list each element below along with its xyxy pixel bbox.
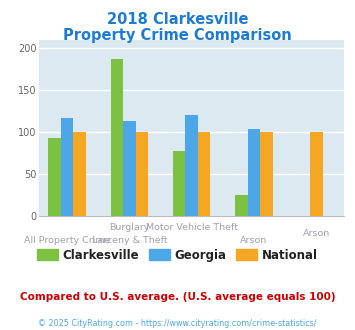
Bar bbox=[48, 138, 61, 216]
Bar bbox=[185, 115, 198, 216]
Bar bbox=[111, 59, 123, 216]
Text: Motor Vehicle Theft: Motor Vehicle Theft bbox=[146, 223, 238, 232]
Bar bbox=[248, 129, 260, 216]
Bar bbox=[136, 132, 148, 216]
Text: All Property Crime: All Property Crime bbox=[24, 236, 110, 245]
Text: Arson: Arson bbox=[303, 229, 330, 238]
Text: Arson: Arson bbox=[240, 236, 268, 245]
Bar bbox=[173, 150, 185, 216]
Text: 2018 Clarkesville: 2018 Clarkesville bbox=[107, 12, 248, 26]
Bar bbox=[198, 132, 211, 216]
Text: Property Crime Comparison: Property Crime Comparison bbox=[63, 28, 292, 43]
Bar bbox=[73, 132, 86, 216]
Text: Compared to U.S. average. (U.S. average equals 100): Compared to U.S. average. (U.S. average … bbox=[20, 292, 335, 302]
Bar bbox=[260, 132, 273, 216]
Text: © 2025 CityRating.com - https://www.cityrating.com/crime-statistics/: © 2025 CityRating.com - https://www.city… bbox=[38, 319, 317, 328]
Bar bbox=[235, 195, 248, 216]
Text: Burglary: Burglary bbox=[109, 223, 149, 232]
Text: Larceny & Theft: Larceny & Theft bbox=[92, 236, 167, 245]
Bar bbox=[61, 118, 73, 216]
Bar bbox=[123, 121, 136, 216]
Bar bbox=[310, 132, 323, 216]
Legend: Clarkesville, Georgia, National: Clarkesville, Georgia, National bbox=[32, 244, 323, 266]
